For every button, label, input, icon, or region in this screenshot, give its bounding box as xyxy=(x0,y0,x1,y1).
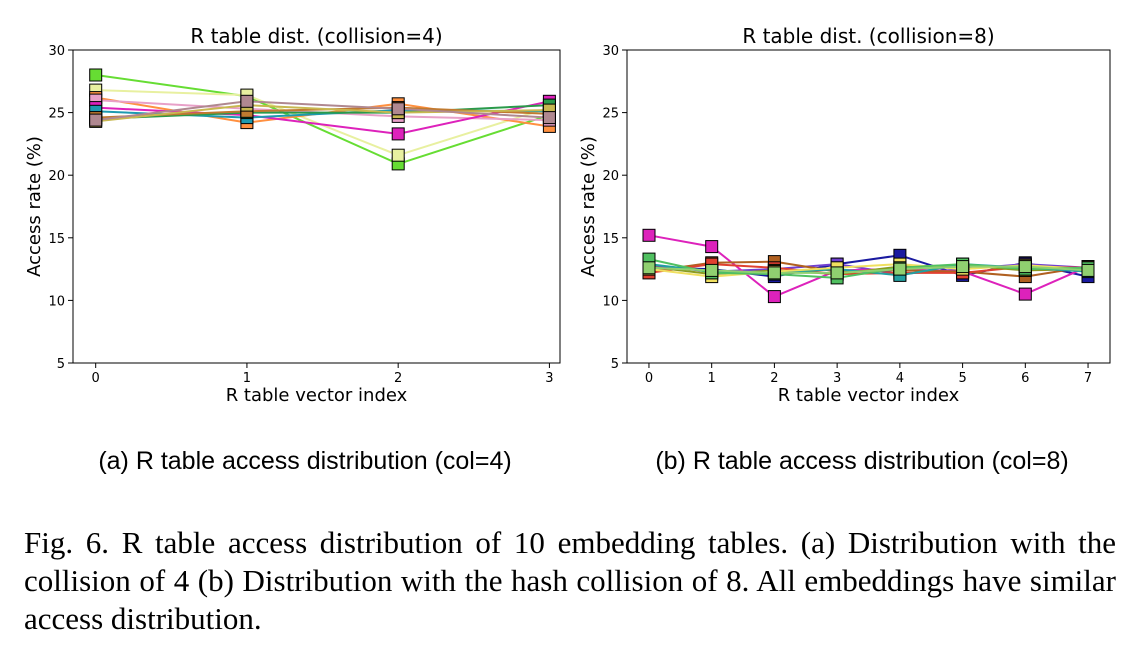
chart-title: R table dist. (collision=8) xyxy=(742,24,994,48)
plot-frame xyxy=(626,49,1111,364)
data-point xyxy=(705,240,719,254)
data-point xyxy=(89,68,103,82)
chart-title: R table dist. (collision=4) xyxy=(190,24,442,48)
x-tick-label: 4 xyxy=(896,371,904,386)
y-tick-label: 20 xyxy=(48,169,65,184)
y-axis-label: Access rate (%) xyxy=(24,136,45,277)
x-tick-label: 1 xyxy=(708,371,716,386)
y-tick-label: 25 xyxy=(48,107,65,122)
series-line xyxy=(95,104,550,120)
chart-panel-a: R table dist. (collision=4) 5 10 15 20 25 30 0 1… xyxy=(24,24,561,475)
y-tick-label: 5 xyxy=(611,357,619,372)
data-point xyxy=(705,263,719,277)
data-point xyxy=(240,94,254,108)
series-line xyxy=(95,104,550,123)
y-tick-label: 25 xyxy=(602,107,619,122)
y-axis-label: Access rate (%) xyxy=(578,136,599,277)
panel-subcaption: (b) R table access distribution (col=8) xyxy=(655,447,1068,475)
data-point xyxy=(89,113,103,127)
x-tick-label: 1 xyxy=(243,371,251,386)
data-point xyxy=(542,111,556,125)
x-tick-label: 5 xyxy=(958,371,966,386)
panel-subcaption: (a) R table access distribution (col=4) xyxy=(98,447,511,475)
x-tick-label: 7 xyxy=(1084,371,1092,386)
x-axis-label: R table vector index xyxy=(226,385,408,406)
x-tick-label: 2 xyxy=(394,371,402,386)
data-point xyxy=(642,228,656,242)
data-point xyxy=(391,102,405,116)
y-tick-label: 20 xyxy=(602,169,619,184)
data-point xyxy=(642,261,656,275)
x-tick-label: 0 xyxy=(92,371,100,386)
x-tick-label: 3 xyxy=(545,371,553,386)
data-point xyxy=(830,266,844,280)
data-point xyxy=(893,262,907,276)
series-line xyxy=(648,265,1089,274)
figure-caption: Fig. 6. R table access distribution of 1… xyxy=(24,525,1116,636)
y-tick-label: 15 xyxy=(48,232,65,247)
data-point xyxy=(956,260,970,274)
x-tick-label: 0 xyxy=(645,371,653,386)
y-tick-label: 10 xyxy=(602,294,619,309)
series-line xyxy=(95,74,550,165)
data-point xyxy=(767,290,781,304)
data-point xyxy=(1018,260,1032,274)
data-point xyxy=(1018,287,1032,301)
y-tick-label: 10 xyxy=(48,294,65,309)
x-axis-label: R table vector index xyxy=(778,385,960,406)
series-line xyxy=(95,100,550,122)
data-point xyxy=(391,127,405,141)
x-tick-label: 3 xyxy=(833,371,841,386)
plot-frame xyxy=(72,49,561,364)
y-tick-label: 30 xyxy=(602,44,619,59)
data-point xyxy=(767,266,781,280)
data-point xyxy=(1081,263,1095,277)
series-line xyxy=(95,89,550,157)
y-tick-label: 5 xyxy=(57,357,65,372)
x-tick-label: 2 xyxy=(770,371,778,386)
series-line xyxy=(648,258,1089,279)
y-tick-label: 15 xyxy=(602,232,619,247)
data-point xyxy=(391,148,405,162)
y-tick-label: 30 xyxy=(48,44,65,59)
x-tick-label: 6 xyxy=(1021,371,1029,386)
